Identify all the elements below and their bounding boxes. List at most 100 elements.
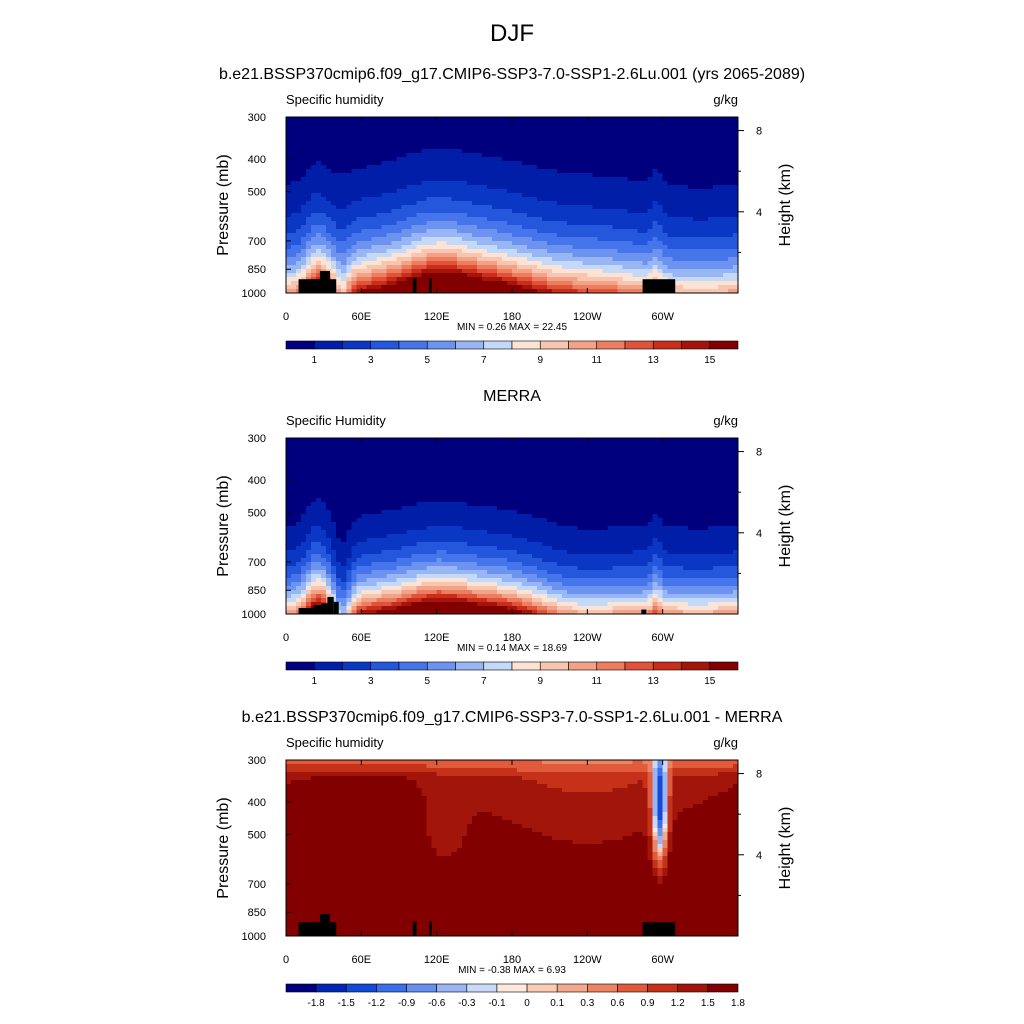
field-cell	[602, 474, 609, 479]
field-cell	[421, 273, 428, 278]
field-cell	[471, 129, 478, 134]
field-cell	[642, 161, 649, 166]
field-cell	[657, 133, 664, 138]
field-cell	[707, 446, 714, 451]
field-cell	[532, 450, 538, 455]
panel-title: MERRA	[483, 388, 541, 405]
field-cell	[441, 149, 448, 154]
field-cell	[436, 289, 443, 294]
field-cell	[496, 237, 503, 242]
field-cell	[707, 289, 714, 294]
field-cell	[632, 177, 639, 182]
field-cell	[496, 454, 503, 459]
field-cell	[587, 197, 593, 202]
field-cell	[637, 221, 644, 226]
field-cell	[331, 197, 337, 202]
field-cell	[406, 458, 413, 463]
field-cell	[446, 225, 453, 230]
field-cell	[697, 189, 704, 194]
field-cell	[627, 245, 634, 250]
field-cell	[456, 257, 463, 262]
field-cell	[592, 462, 598, 467]
field-cell	[682, 466, 689, 471]
field-cell	[682, 269, 689, 274]
field-cell	[436, 217, 443, 222]
field-cell	[567, 189, 573, 194]
field-cell	[296, 229, 302, 234]
field-cell	[592, 157, 598, 162]
field-cell	[396, 454, 403, 459]
field-cell	[642, 153, 649, 158]
field-cell	[331, 245, 337, 250]
field-cell	[722, 249, 729, 254]
field-cell	[451, 438, 458, 443]
field-cell	[331, 153, 337, 158]
field-cell	[592, 161, 598, 166]
field-cell	[496, 217, 503, 222]
field-cell	[532, 466, 538, 471]
field-cell	[532, 213, 538, 218]
field-cell	[296, 149, 302, 154]
field-cell	[296, 257, 302, 262]
field-cell	[391, 442, 398, 447]
field-cell	[642, 257, 649, 262]
field-cell	[506, 462, 513, 467]
field-cell	[592, 241, 598, 246]
field-cell	[316, 233, 322, 238]
field-cell	[386, 442, 393, 447]
field-cell	[697, 181, 704, 186]
field-cell	[461, 145, 468, 150]
field-cell	[617, 161, 624, 166]
field-cell	[702, 470, 709, 475]
field-cell	[567, 117, 573, 122]
field-cell	[632, 245, 639, 250]
field-cell	[491, 165, 498, 170]
field-cell	[431, 265, 438, 270]
field-cell	[627, 161, 634, 166]
field-cell	[401, 261, 408, 266]
field-cell	[416, 442, 423, 447]
field-cell	[602, 141, 609, 146]
field-cell	[692, 277, 699, 282]
field-cell	[577, 169, 583, 174]
field-cell	[717, 470, 724, 475]
field-cell	[351, 281, 357, 286]
field-cell	[286, 185, 292, 190]
field-cell	[386, 141, 393, 146]
field-cell	[361, 201, 367, 206]
field-cell	[732, 289, 739, 294]
field-cell	[607, 261, 614, 266]
field-cell	[446, 257, 453, 262]
field-cell	[672, 117, 679, 122]
field-cell	[702, 185, 709, 190]
field-cell	[702, 177, 709, 182]
field-cell	[361, 438, 367, 443]
field-cell	[637, 137, 644, 142]
field-cell	[587, 189, 593, 194]
field-cell	[657, 193, 664, 198]
field-cell	[552, 153, 558, 158]
field-cell	[436, 269, 443, 274]
field-cell	[622, 273, 629, 278]
field-cell	[476, 141, 483, 146]
field-cell	[527, 245, 533, 250]
field-cell	[692, 165, 699, 170]
field-cell	[527, 458, 533, 463]
field-cell	[647, 241, 654, 246]
field-cell	[567, 129, 573, 134]
field-cell	[657, 161, 664, 166]
field-cell	[386, 185, 393, 190]
field-cell	[381, 185, 388, 190]
field-cell	[602, 265, 609, 270]
field-cell	[652, 209, 659, 214]
field-cell	[381, 137, 388, 142]
field-cell	[461, 157, 468, 162]
field-cell	[652, 213, 659, 218]
field-cell	[622, 133, 629, 138]
field-cell	[732, 161, 739, 166]
field-cell	[637, 257, 644, 262]
field-cell	[542, 193, 548, 198]
field-cell	[527, 253, 533, 258]
field-cell	[321, 249, 327, 254]
field-cell	[662, 249, 669, 254]
